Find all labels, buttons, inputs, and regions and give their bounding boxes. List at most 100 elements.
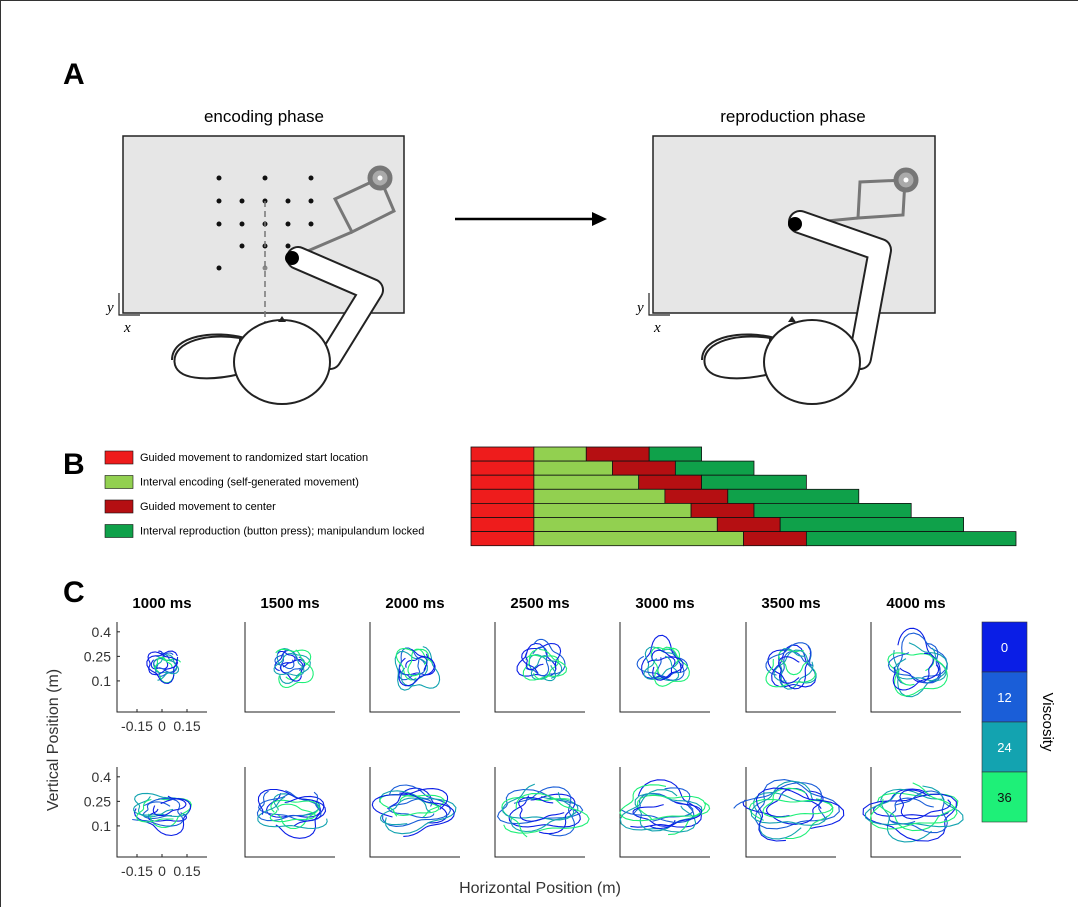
bar-segment — [702, 475, 807, 489]
legend-swatch — [105, 500, 133, 513]
colorbar-level: 0 — [1001, 640, 1008, 655]
x-tick-label: 0 — [158, 863, 166, 879]
subplot-title: 2500 ms — [510, 595, 569, 612]
bar-segment — [586, 447, 649, 461]
x-tick-label: 0 — [158, 718, 166, 734]
phase-title: reproduction phase — [720, 107, 866, 126]
bar-segment — [534, 532, 744, 546]
trajectory — [503, 784, 574, 820]
y-tick-label: 0.1 — [92, 818, 112, 834]
colorbar-level: 36 — [997, 790, 1011, 805]
axis-label: y — [105, 300, 114, 316]
legend-label: Interval reproduction (button press); ma… — [140, 526, 424, 538]
axis-label: x — [123, 320, 131, 336]
legend-swatch — [105, 525, 133, 538]
legend-swatch — [105, 476, 133, 489]
trajectory — [398, 648, 425, 680]
subplot-title: 3500 ms — [761, 595, 820, 612]
subplot — [370, 767, 460, 857]
subplot: 0.4 0.25 0.1 -0.15 0 0.15 — [84, 622, 207, 734]
subplot-title: 1000 ms — [132, 595, 191, 612]
subplot — [370, 622, 460, 712]
colorbar-label: Viscosity — [1039, 693, 1056, 752]
trajectory — [381, 798, 432, 825]
bar-segment — [471, 461, 534, 475]
subplot — [495, 767, 589, 857]
panel-label: B — [63, 448, 85, 481]
axis — [620, 622, 710, 712]
bar-segment — [471, 503, 534, 517]
axis-label: y — [635, 300, 644, 316]
subplot — [620, 767, 710, 857]
panel-label: A — [63, 58, 85, 91]
axis — [117, 622, 207, 712]
subplot — [871, 622, 961, 712]
axis — [117, 767, 207, 857]
trajectory — [755, 780, 839, 829]
bar-segment — [639, 475, 702, 489]
legend-label: Interval encoding (self-generated moveme… — [140, 477, 359, 489]
bar-segment — [649, 447, 701, 461]
encoding-diagram — [119, 136, 404, 404]
bar-segment — [471, 532, 534, 546]
bar-segment — [612, 461, 675, 475]
legend-swatch — [105, 451, 133, 464]
axis-label: x — [653, 320, 661, 336]
trajectory — [504, 794, 589, 834]
x-tick-label: 0.15 — [173, 718, 200, 734]
axis — [495, 767, 585, 857]
panel-label: C — [63, 576, 85, 609]
legend-label: Guided movement to randomized start loca… — [140, 452, 368, 464]
subplot — [620, 622, 710, 712]
bar-segment — [744, 532, 807, 546]
axis — [370, 767, 460, 857]
trajectory — [399, 649, 435, 685]
axis — [495, 622, 585, 712]
legend-label: Guided movement to center — [140, 501, 276, 513]
subplot — [863, 767, 963, 857]
bar-segment — [717, 518, 780, 532]
bar-segment — [728, 489, 859, 503]
bar-segment — [665, 489, 728, 503]
trajectory — [622, 788, 694, 823]
subplot-title: 1500 ms — [260, 595, 319, 612]
bar-segment — [780, 518, 963, 532]
subplot — [245, 767, 335, 857]
subplot-title: 4000 ms — [886, 595, 945, 612]
bar-segment — [691, 503, 754, 517]
y-tick-label: 0.25 — [84, 793, 111, 809]
axis — [370, 622, 460, 712]
arrow — [455, 212, 607, 226]
phase-title: encoding phase — [204, 107, 324, 126]
y-tick-label: 0.4 — [92, 624, 112, 640]
trajectory — [406, 657, 427, 671]
bar-segment — [534, 447, 586, 461]
axis — [245, 622, 335, 712]
x-tick-label: -0.15 — [121, 718, 153, 734]
bar-segment — [534, 489, 665, 503]
subplot-title: 3000 ms — [635, 595, 694, 612]
bar-segment — [675, 461, 754, 475]
bar-segment — [806, 532, 1016, 546]
subplot-title: 2000 ms — [385, 595, 444, 612]
bar-segment — [754, 503, 911, 517]
bar-segment — [534, 503, 691, 517]
axis — [746, 622, 836, 712]
trajectory — [135, 793, 184, 816]
bar-segment — [534, 475, 639, 489]
colorbar-level: 24 — [997, 740, 1011, 755]
y-tick-label: 0.1 — [92, 673, 112, 689]
x-axis-label: Horizontal Position (m) — [459, 880, 621, 897]
colorbar-level: 12 — [997, 690, 1011, 705]
x-tick-label: -0.15 — [121, 863, 153, 879]
y-tick-label: 0.25 — [84, 648, 111, 664]
reproduction-diagram — [649, 136, 935, 404]
y-tick-label: 0.4 — [92, 769, 112, 785]
subplot — [746, 622, 836, 712]
bar-segment — [534, 518, 717, 532]
bar-segment — [471, 447, 534, 461]
subplot — [495, 622, 585, 712]
bar-segment — [471, 475, 534, 489]
